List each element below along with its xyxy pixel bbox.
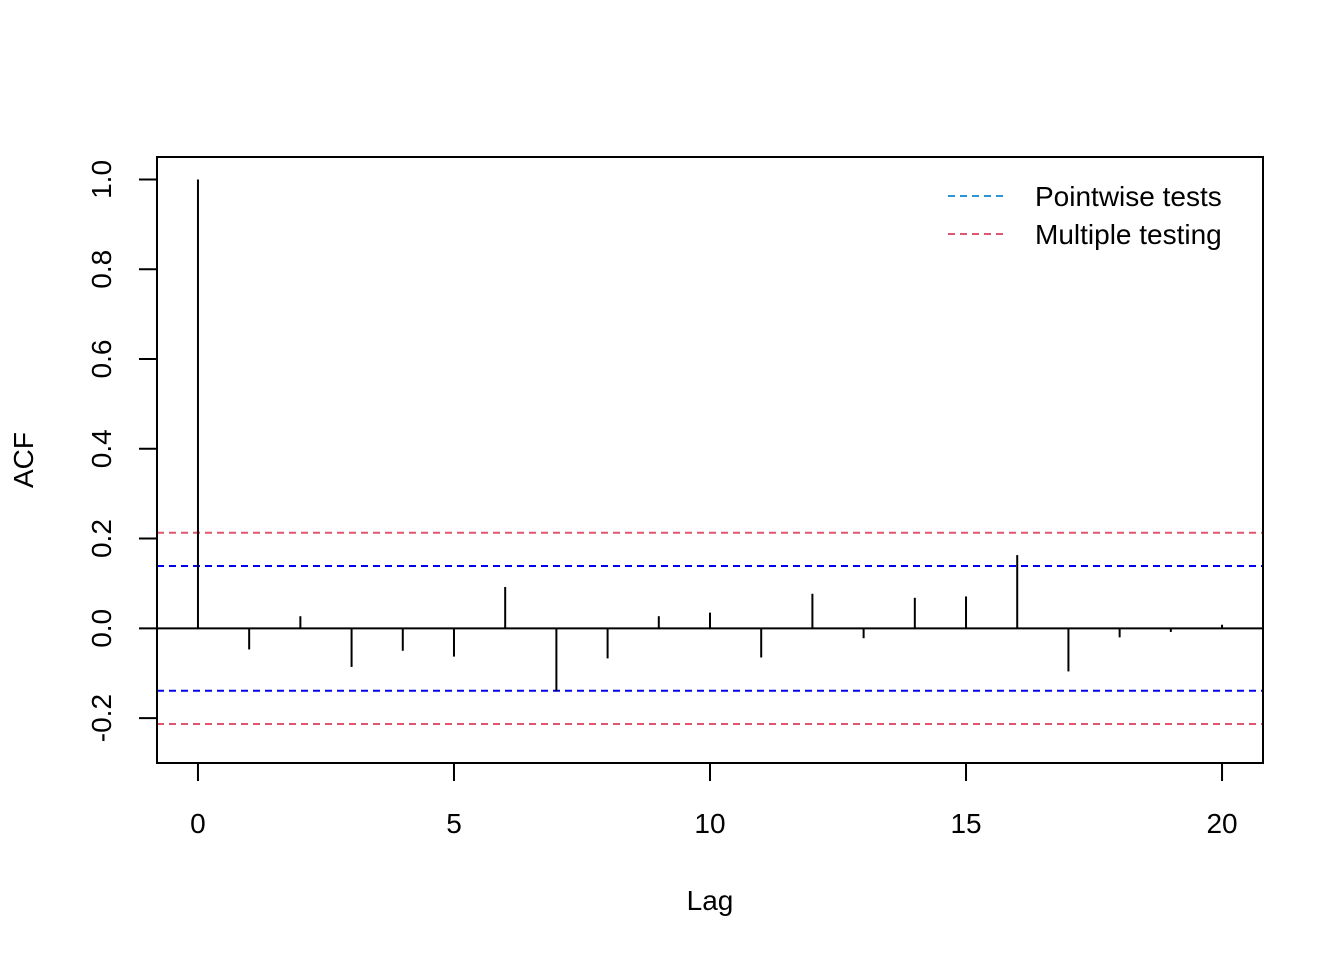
y-tick-label-0: 0.0 (86, 609, 117, 648)
plot-content (157, 179, 1263, 725)
x-tick-label-10: 10 (694, 808, 725, 839)
legend-label-multiple: Multiple testing (1035, 219, 1222, 250)
y-tick-label-0.2: 0.2 (86, 519, 117, 558)
y-tick-label--0.2: -0.2 (86, 694, 117, 742)
legend: Pointwise tests Multiple testing (948, 181, 1222, 250)
x-axis-label: Lag (687, 885, 734, 916)
y-axis-label: ACF (8, 432, 39, 488)
y-tick-label-0.4: 0.4 (86, 429, 117, 468)
legend-label-pointwise: Pointwise tests (1035, 181, 1222, 212)
y-tick-label-1: 1.0 (86, 160, 117, 199)
y-tick-label-0.8: 0.8 (86, 250, 117, 289)
x-axis: 0 5 10 15 20 (190, 763, 1238, 839)
x-tick-label-5: 5 (446, 808, 462, 839)
x-tick-label-15: 15 (950, 808, 981, 839)
x-tick-label-0: 0 (190, 808, 206, 839)
y-tick-label-0.6: 0.6 (86, 340, 117, 379)
x-tick-label-20: 20 (1206, 808, 1237, 839)
y-axis: -0.2 0.0 0.2 0.4 0.6 0.8 1.0 (86, 160, 157, 742)
